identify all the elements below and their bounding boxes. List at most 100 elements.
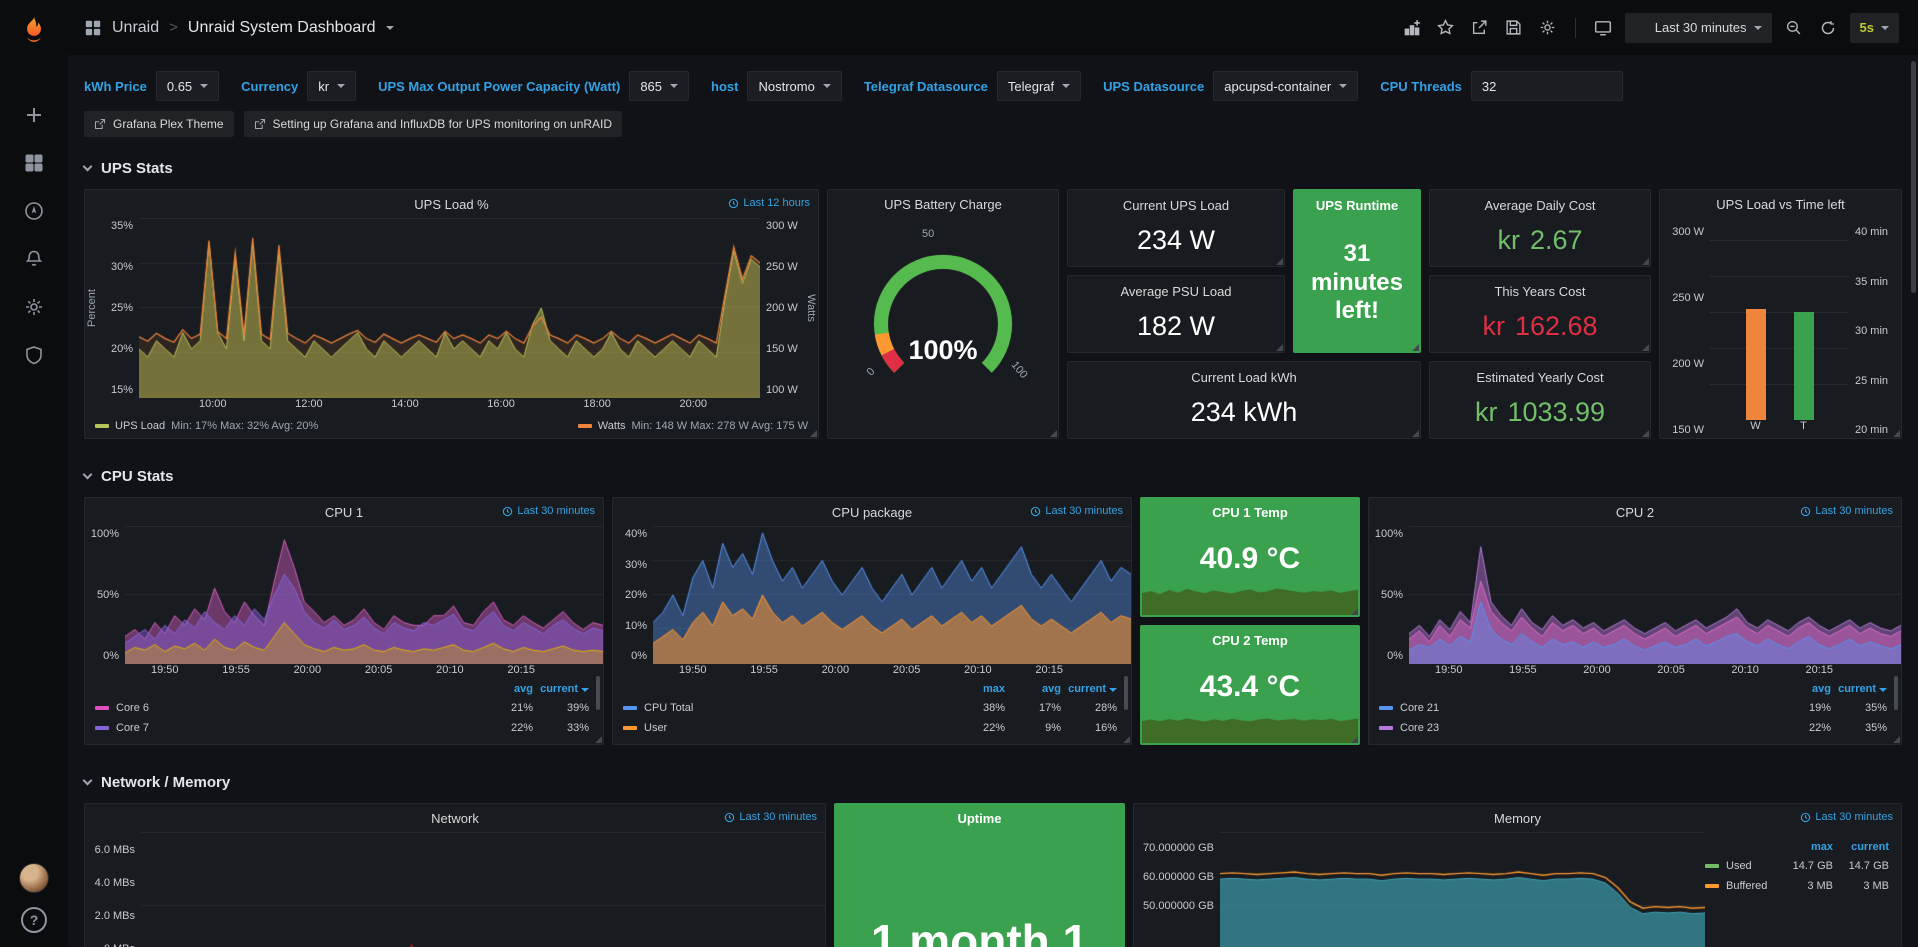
- panel-time-override[interactable]: Last 30 minutes: [502, 505, 595, 517]
- panel-title[interactable]: Current Load kWh: [1191, 362, 1297, 386]
- legend-header-avg[interactable]: avg: [477, 683, 533, 695]
- y-tick: 50%: [85, 589, 119, 601]
- section-network-memory[interactable]: Network / Memory: [84, 769, 1902, 795]
- section-ups-stats[interactable]: UPS Stats: [84, 155, 1902, 181]
- star-icon: [1437, 19, 1454, 36]
- legend-header-current[interactable]: current: [1061, 683, 1117, 695]
- refresh-interval-picker[interactable]: 5s: [1850, 13, 1899, 43]
- y-tick: 0%: [85, 650, 119, 662]
- variable-value-dropdown[interactable]: apcupsd-container: [1213, 71, 1358, 101]
- panel-title[interactable]: Uptime: [957, 804, 1001, 832]
- panel-title[interactable]: CPU 2 Temp: [1141, 626, 1359, 654]
- breadcrumb-folder[interactable]: Unraid: [112, 19, 159, 37]
- sidebar-item-alerting[interactable]: [14, 240, 54, 278]
- add-panel-button[interactable]: [1397, 13, 1427, 43]
- cpu1-chart[interactable]: [125, 526, 603, 664]
- sparkline: [1142, 581, 1358, 615]
- legend-header-max[interactable]: max: [949, 683, 1005, 695]
- y-tick: 0 MBs: [85, 943, 135, 947]
- legend-scrollbar[interactable]: [1894, 676, 1898, 710]
- legend-scrollbar[interactable]: [596, 676, 600, 710]
- bar-watts[interactable]: [1746, 309, 1766, 420]
- ups-load-chart[interactable]: [139, 218, 760, 398]
- variable-label: kWh Price: [84, 79, 147, 94]
- cpu-package-chart[interactable]: [653, 526, 1131, 664]
- variable-value-dropdown[interactable]: Telegraf: [997, 71, 1081, 101]
- panel-title[interactable]: This Years Cost: [1494, 276, 1585, 300]
- panel-time-override[interactable]: Last 12 hours: [728, 197, 810, 209]
- cycle-view-mode-button[interactable]: [1588, 13, 1618, 43]
- legend-swatch: [578, 424, 592, 428]
- panel-title[interactable]: UPS Runtime: [1316, 190, 1398, 214]
- panel-time-override[interactable]: Last 30 minutes: [1030, 505, 1123, 517]
- legend-table: max current Used 14.7 GB 14.7 GB: [1705, 832, 1901, 947]
- variable-value-dropdown[interactable]: kr: [307, 71, 356, 101]
- legend-item-watts[interactable]: Watts Min: 148 W Max: 278 W Avg: 175 W: [578, 420, 808, 432]
- refresh-button[interactable]: [1813, 13, 1843, 43]
- legend-header-current[interactable]: current: [1833, 841, 1889, 853]
- legend-header-avg[interactable]: avg: [1775, 683, 1831, 695]
- variable-value-dropdown[interactable]: 0.65: [156, 71, 219, 101]
- x-tick: 19:55: [1509, 664, 1537, 680]
- save-dashboard-button[interactable]: [1499, 13, 1529, 43]
- panel-network: Network Last 30 minutes 6.0 MBs 4.0 MBs …: [84, 803, 826, 947]
- x-tick: 20:15: [1035, 664, 1063, 680]
- link-ups-monitoring-guide[interactable]: Setting up Grafana and InfluxDB for UPS …: [244, 111, 623, 137]
- legend-swatch: [1379, 706, 1393, 710]
- zoom-out-time-button[interactable]: [1779, 13, 1809, 43]
- sidebar-item-server-admin[interactable]: [14, 336, 54, 374]
- bar-label: W: [1746, 420, 1766, 438]
- dashboard-scrollbar[interactable]: [1911, 61, 1916, 293]
- cpu2-chart[interactable]: [1409, 526, 1901, 664]
- panel-title[interactable]: UPS Load vs Time left: [1660, 190, 1901, 218]
- sidebar-item-create[interactable]: [14, 96, 54, 134]
- section-cpu-stats[interactable]: CPU Stats: [84, 463, 1902, 489]
- legend-header-current[interactable]: current: [533, 683, 589, 695]
- legend-item-ups-load[interactable]: UPS Load Min: 17% Max: 32% Avg: 20%: [95, 420, 318, 432]
- panel-title[interactable]: Estimated Yearly Cost: [1476, 362, 1603, 386]
- time-range-picker[interactable]: Last 30 minutes: [1625, 13, 1772, 43]
- variable-value-input[interactable]: 32: [1471, 71, 1623, 101]
- network-chart[interactable]: [141, 832, 825, 947]
- breadcrumb-dashboard-title[interactable]: Unraid System Dashboard: [188, 19, 376, 37]
- panel-time-override[interactable]: Last 30 minutes: [1800, 505, 1893, 517]
- variable-value-dropdown[interactable]: Nostromo: [747, 71, 841, 101]
- bar-time-left[interactable]: [1794, 312, 1814, 420]
- add-panel-icon: [1403, 19, 1421, 37]
- legend-header-current[interactable]: current: [1831, 683, 1887, 695]
- legend-table: max avg current CPU Total 38% 17% 28%: [613, 680, 1131, 744]
- dashboard-dropdown-caret-icon[interactable]: [386, 26, 394, 30]
- chart-legend: UPS Load Min: 17% Max: 32% Avg: 20% Watt…: [85, 414, 818, 438]
- panel-time-override[interactable]: Last 30 minutes: [724, 811, 817, 823]
- link-grafana-plex-theme[interactable]: Grafana Plex Theme: [84, 111, 234, 137]
- user-avatar[interactable]: [19, 863, 49, 893]
- dashboard-settings-button[interactable]: [1533, 13, 1563, 43]
- help-icon[interactable]: ?: [21, 907, 47, 933]
- panel-title[interactable]: UPS Load %: [85, 190, 818, 218]
- legend-header-max[interactable]: max: [1777, 841, 1833, 853]
- panel-title[interactable]: Average Daily Cost: [1484, 190, 1595, 214]
- star-dashboard-button[interactable]: [1431, 13, 1461, 43]
- legend-scrollbar[interactable]: [1124, 676, 1128, 710]
- variable-value-dropdown[interactable]: 865: [629, 71, 689, 101]
- sidebar-item-dashboards[interactable]: [14, 144, 54, 182]
- panel-title[interactable]: Average PSU Load: [1120, 276, 1231, 300]
- y-tick: 2.0 MBs: [85, 910, 135, 922]
- panel-time-override[interactable]: Last 30 minutes: [1800, 811, 1893, 823]
- variable-label: Currency: [241, 79, 298, 94]
- panel-title[interactable]: Current UPS Load: [1123, 190, 1229, 214]
- panel-title[interactable]: UPS Battery Charge: [828, 190, 1058, 218]
- y-tick: 200 W: [1666, 358, 1704, 370]
- sidebar-item-configuration[interactable]: [14, 288, 54, 326]
- grafana-logo-icon[interactable]: [14, 10, 54, 50]
- sidebar-item-explore[interactable]: [14, 192, 54, 230]
- panel-title[interactable]: Network: [85, 804, 825, 832]
- legend-header-avg[interactable]: avg: [1005, 683, 1061, 695]
- x-tick: 20:00: [1583, 664, 1611, 680]
- panel-title[interactable]: CPU 1 Temp: [1141, 498, 1359, 526]
- share-dashboard-button[interactable]: [1465, 13, 1495, 43]
- panel-title[interactable]: Memory: [1134, 804, 1901, 832]
- x-tick: 20:05: [893, 664, 921, 680]
- x-axis-ticks: 19:50 19:55 20:00 20:05 20:10 20:15: [131, 664, 595, 680]
- memory-chart[interactable]: [1220, 832, 1705, 947]
